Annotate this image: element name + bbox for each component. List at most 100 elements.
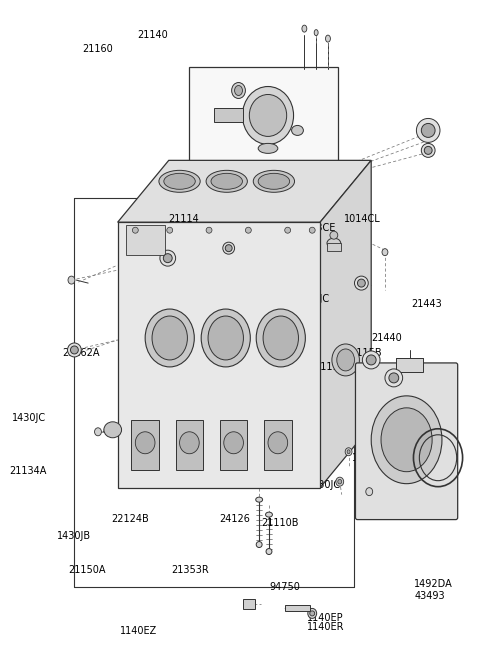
Ellipse shape [309, 227, 315, 233]
Ellipse shape [266, 549, 272, 555]
Ellipse shape [371, 396, 442, 484]
Ellipse shape [256, 541, 262, 547]
Polygon shape [320, 160, 371, 487]
Text: 21114A: 21114A [153, 230, 191, 240]
Ellipse shape [385, 369, 403, 387]
Ellipse shape [68, 343, 81, 357]
Bar [176, 420, 203, 470]
Text: 21140: 21140 [137, 30, 168, 41]
Ellipse shape [314, 30, 318, 35]
Ellipse shape [421, 124, 435, 137]
Text: 1492DA: 1492DA [414, 579, 453, 589]
Ellipse shape [302, 25, 307, 32]
Text: 21162A: 21162A [62, 348, 100, 359]
Ellipse shape [253, 170, 295, 193]
Ellipse shape [152, 316, 187, 360]
Ellipse shape [223, 242, 235, 254]
Ellipse shape [132, 227, 138, 233]
Ellipse shape [310, 611, 315, 616]
Polygon shape [125, 225, 165, 255]
Text: 43493: 43493 [414, 591, 445, 601]
Bar [243, 599, 255, 610]
Ellipse shape [327, 238, 341, 248]
Bar [396, 358, 423, 372]
Ellipse shape [366, 355, 376, 365]
Ellipse shape [358, 279, 365, 287]
Ellipse shape [256, 497, 263, 502]
Text: 21114: 21114 [168, 214, 199, 224]
Ellipse shape [242, 87, 294, 145]
Ellipse shape [347, 450, 350, 454]
Text: 21353R: 21353R [171, 565, 208, 575]
Ellipse shape [285, 227, 290, 233]
Text: 21150A: 21150A [68, 565, 106, 575]
Ellipse shape [325, 35, 330, 42]
Ellipse shape [208, 316, 243, 360]
Ellipse shape [68, 276, 75, 284]
Text: 21115B: 21115B [344, 348, 382, 359]
Ellipse shape [135, 432, 155, 454]
Ellipse shape [211, 173, 242, 189]
Text: 94750: 94750 [270, 583, 301, 593]
Text: 1140ER: 1140ER [307, 622, 345, 632]
Ellipse shape [417, 118, 440, 143]
Polygon shape [118, 160, 371, 222]
Text: 1433CE: 1433CE [299, 223, 336, 233]
Text: 21134A: 21134A [9, 466, 46, 476]
Ellipse shape [389, 373, 399, 383]
Ellipse shape [206, 227, 212, 233]
Text: 1014CL: 1014CL [344, 214, 381, 224]
Ellipse shape [224, 432, 243, 454]
Ellipse shape [421, 143, 435, 158]
Ellipse shape [95, 428, 101, 436]
Text: 1430JC: 1430JC [12, 413, 46, 423]
Ellipse shape [381, 408, 432, 472]
Ellipse shape [245, 227, 252, 233]
Text: 21440: 21440 [371, 333, 402, 344]
Ellipse shape [265, 512, 273, 517]
FancyBboxPatch shape [356, 363, 458, 520]
Text: 24126: 24126 [219, 514, 250, 524]
Ellipse shape [104, 422, 121, 438]
Bar [264, 420, 291, 470]
Ellipse shape [232, 83, 245, 99]
Text: 1430JC: 1430JC [296, 294, 330, 304]
Ellipse shape [256, 309, 305, 367]
Ellipse shape [258, 173, 289, 189]
Text: 1140EP: 1140EP [307, 612, 344, 623]
Ellipse shape [308, 608, 317, 618]
Ellipse shape [159, 170, 200, 193]
Ellipse shape [206, 170, 247, 193]
Ellipse shape [258, 143, 278, 153]
Text: 21110B: 21110B [262, 518, 299, 528]
Ellipse shape [71, 346, 78, 354]
Ellipse shape [145, 309, 194, 367]
Text: 22124B: 22124B [111, 514, 149, 524]
Ellipse shape [330, 231, 338, 239]
Bar [190, 66, 338, 170]
Ellipse shape [164, 173, 195, 189]
Text: 1430JC: 1430JC [307, 480, 341, 489]
Bar [214, 108, 243, 122]
Ellipse shape [362, 351, 380, 369]
Ellipse shape [332, 344, 360, 376]
Ellipse shape [160, 250, 176, 266]
Ellipse shape [291, 125, 303, 135]
Ellipse shape [167, 227, 173, 233]
Text: 1140EZ: 1140EZ [120, 626, 157, 637]
Ellipse shape [235, 85, 242, 95]
Ellipse shape [336, 477, 344, 486]
Bar [285, 605, 310, 612]
Ellipse shape [263, 316, 299, 360]
Ellipse shape [424, 147, 432, 154]
Text: 1430JB: 1430JB [57, 531, 91, 541]
Polygon shape [118, 222, 320, 487]
Ellipse shape [338, 480, 342, 484]
Bar [327, 243, 341, 251]
Ellipse shape [345, 448, 352, 456]
Ellipse shape [268, 432, 288, 454]
Text: 21117: 21117 [315, 361, 346, 371]
Ellipse shape [201, 309, 250, 367]
Text: 1430JB: 1430JB [352, 453, 386, 463]
Bar [132, 420, 159, 470]
